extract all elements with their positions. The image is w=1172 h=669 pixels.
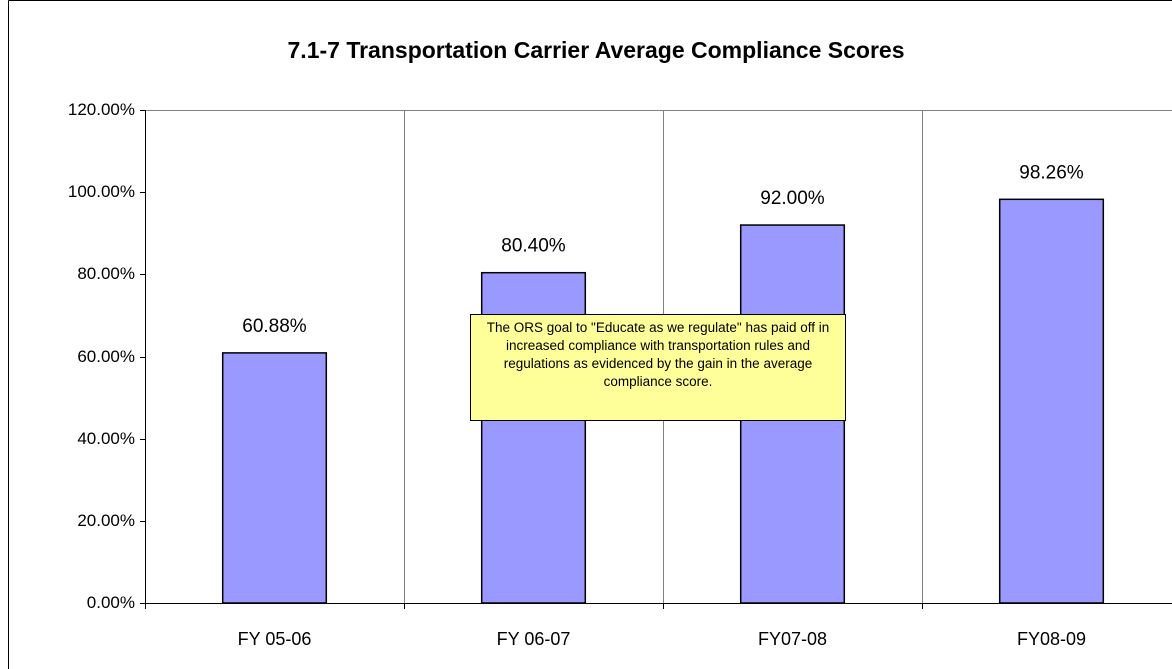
value-label: 92.00% (760, 188, 825, 209)
x-tick-label: FY08-09 (1017, 629, 1086, 649)
bar (998, 198, 1105, 604)
y-tick-label: 0.00% (87, 593, 135, 612)
y-tick-label: 40.00% (77, 429, 135, 448)
y-tick-label: 80.00% (77, 264, 135, 283)
x-tick-label: FY 05-06 (238, 629, 312, 649)
bar (221, 352, 328, 604)
value-label: 80.40% (501, 236, 566, 257)
value-label: 60.88% (242, 316, 307, 337)
y-tick-label: 120.00% (68, 100, 135, 119)
chart-title: 7.1-7 Transportation Carrier Average Com… (288, 37, 905, 63)
x-tick-label: FY07-08 (758, 629, 827, 649)
annotation: The ORS goal to "Educate as we regulate"… (470, 314, 846, 421)
y-tick-label: 100.00% (68, 182, 135, 201)
value-label: 98.26% (1019, 162, 1084, 183)
y-tick-label: 60.00% (77, 347, 135, 366)
y-tick-label: 20.00% (77, 511, 135, 530)
x-tick-label: FY 06-07 (497, 629, 571, 649)
